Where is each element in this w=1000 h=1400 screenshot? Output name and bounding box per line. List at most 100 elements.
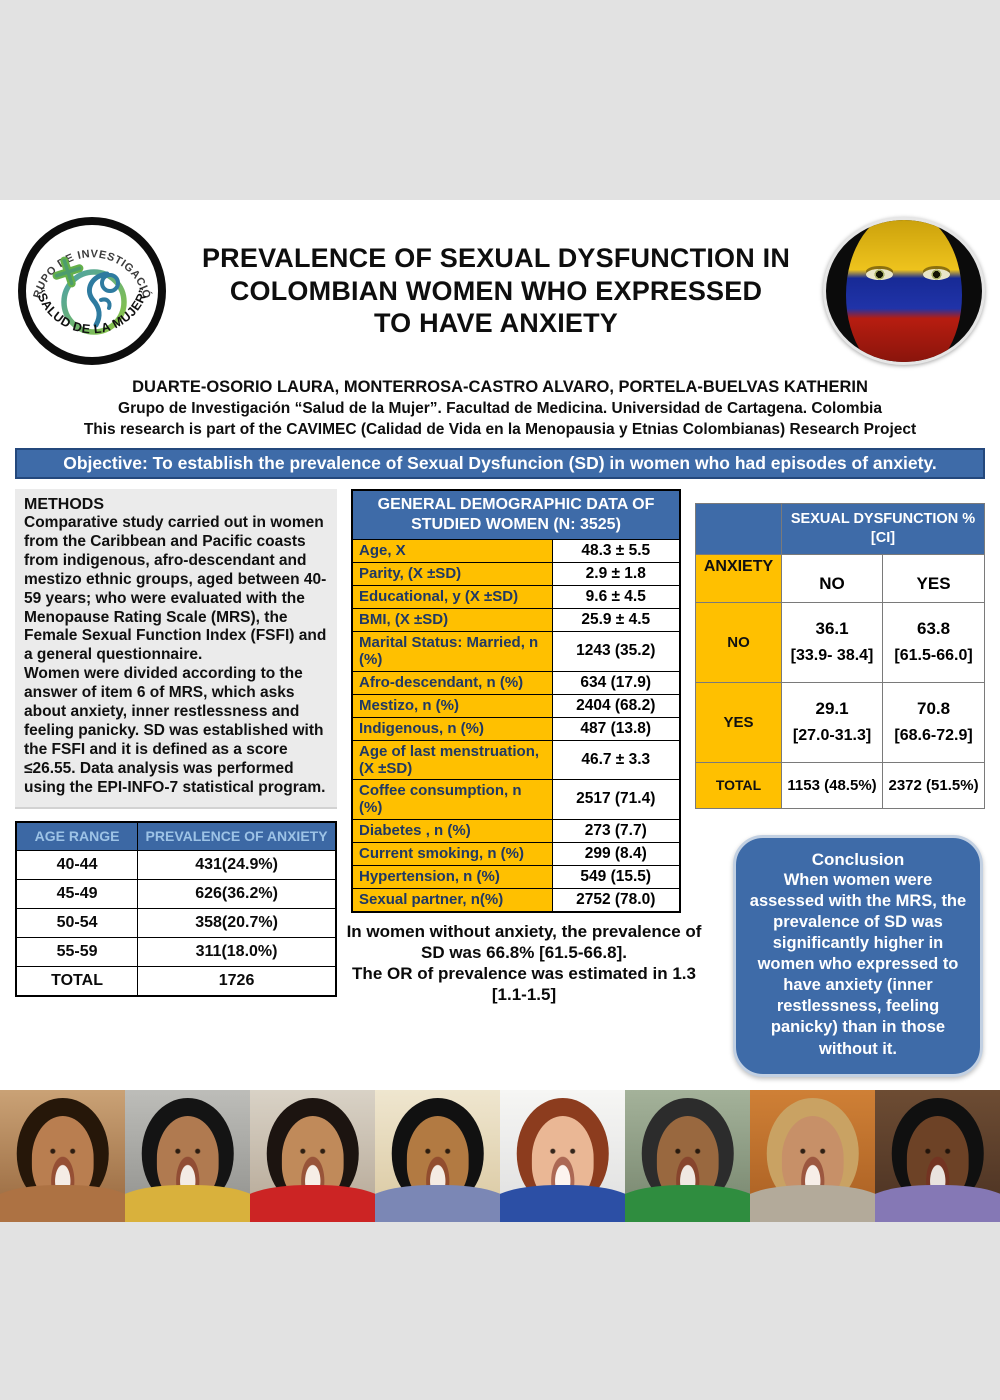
methods-paragraph-1: Comparative study carried out in women f… bbox=[24, 514, 327, 664]
demographic-label: Marital Status: Married, n (%) bbox=[351, 631, 553, 672]
title-line-1: PREVALENCE OF SEXUAL DYSFUNCTION IN bbox=[201, 243, 791, 274]
table-row: Current smoking, n (%) 299 (8.4) bbox=[351, 841, 681, 866]
table-row: Marital Status: Married, n (%) 1243 (35.2… bbox=[351, 631, 681, 672]
sd-ci: [61.5-66.0] bbox=[894, 647, 973, 665]
demographic-label: Diabetes , n (%) bbox=[351, 818, 553, 843]
demographic-label: Sexual partner, n(%) bbox=[351, 887, 553, 912]
prevalence-stats-text: In women without anxiety, the prevalence… bbox=[337, 921, 711, 1006]
photo-red-haired-woman-blue-shirt bbox=[500, 1090, 625, 1222]
project-line: This research is part of the CAVIMEC (Ca… bbox=[83, 421, 917, 438]
logo-ring bbox=[18, 217, 166, 365]
right-column: SEXUAL DYSFUNCTION % [CI] ANXIETY NO YES… bbox=[695, 489, 985, 1077]
table-row: 50-54 358(20.7%) bbox=[15, 908, 337, 939]
sd-value: 36.1 bbox=[815, 619, 849, 639]
prevalence-cell: 626(36.2%) bbox=[137, 879, 337, 910]
demographic-value: 1243 (35.2) bbox=[551, 631, 681, 672]
sd-value-cell: 36.1 [33.9- 38.4] bbox=[780, 601, 884, 683]
stats-line-1: In women without anxiety, the prevalence… bbox=[346, 921, 702, 962]
sd-ci: [68.6-72.9] bbox=[894, 727, 973, 745]
sd-corner-cell bbox=[695, 503, 782, 555]
authors-block: DUARTE-OSORIO LAURA, MONTERROSA-CASTRO A… bbox=[15, 378, 985, 439]
table-row: Age, X 48.3 ± 5.5 bbox=[351, 539, 681, 563]
demographic-value: 2.9 ± 1.8 bbox=[551, 562, 681, 586]
table-row: YES 29.1 [27.0-31.3] 70.8 [68.6-72.9] bbox=[695, 681, 985, 763]
sd-value-cell: 29.1 [27.0-31.3] bbox=[780, 681, 884, 763]
affiliation-line: Grupo de Investigación “Salud de la Muje… bbox=[118, 400, 882, 417]
demographic-value: 487 (13.8) bbox=[551, 716, 681, 741]
photo-indigenous-woman-face-paint bbox=[0, 1090, 125, 1222]
table-row: Indigenous, n (%) 487 (13.8) bbox=[351, 716, 681, 741]
conclusion-box: Conclusion When women were assessed with… bbox=[733, 834, 983, 1077]
demographic-value: 48.3 ± 5.5 bbox=[551, 539, 681, 563]
eye-left bbox=[866, 269, 893, 280]
demographic-label: Age of last menstruation, (X ±SD) bbox=[351, 739, 553, 780]
table-row: Coffee consumption, n (%) 2517 (71.4) bbox=[351, 779, 681, 820]
demographic-table-title: GENERAL DEMOGRAPHIC DATA OF STUDIED WOME… bbox=[351, 489, 681, 540]
age-range-header: AGE RANGE bbox=[15, 821, 139, 852]
sd-total-yes: 2372 (51.5%) bbox=[882, 761, 985, 809]
left-column: METHODS Comparative study carried out in… bbox=[15, 489, 337, 998]
research-group-logo: GRUPO DE INVESTIGACIÓN “SALUD DE LA MUJE… bbox=[12, 207, 169, 366]
women-photo-collage bbox=[0, 1090, 1000, 1222]
methods-text: Comparative study carried out in women f… bbox=[24, 514, 328, 798]
demographic-table: GENERAL DEMOGRAPHIC DATA OF STUDIED WOME… bbox=[351, 489, 681, 913]
sd-value: 70.8 bbox=[916, 699, 951, 719]
prevalence-cell: 1726 bbox=[137, 966, 337, 997]
demographic-label: Age, X bbox=[351, 539, 553, 563]
painted-face bbox=[846, 220, 962, 362]
age-range-cell: 50-54 bbox=[15, 908, 139, 939]
sd-total-label: TOTAL bbox=[695, 761, 782, 809]
sexual-dysfunction-table: SEXUAL DYSFUNCTION % [CI] ANXIETY NO YES… bbox=[695, 503, 985, 809]
objective-banner: Objective: To establish the prevalence o… bbox=[15, 448, 985, 479]
photo-woman-with-glasses bbox=[125, 1090, 250, 1222]
logo-graphic: GRUPO DE INVESTIGACIÓN “SALUD DE LA MUJE… bbox=[12, 207, 166, 365]
sd-ci: [33.9- 38.4] bbox=[790, 647, 874, 665]
photo-young-woman-plaid-top bbox=[375, 1090, 500, 1222]
demographic-label: Hypertension, n (%) bbox=[351, 864, 553, 889]
title-line-2: COLOMBIAN WOMEN WHO EXPRESSED bbox=[229, 275, 763, 306]
demographic-label: Mestizo, n (%) bbox=[351, 693, 553, 718]
colombia-flag-face-photo bbox=[823, 217, 985, 365]
demographic-value: 9.6 ± 4.5 bbox=[551, 585, 681, 609]
photo-older-indigenous-woman bbox=[625, 1090, 750, 1222]
methods-heading: METHODS bbox=[24, 496, 104, 513]
table-row: Afro-descendant, n (%) 634 (17.9) bbox=[351, 670, 681, 695]
sd-row-label: YES bbox=[695, 681, 782, 763]
age-range-cell: 45-49 bbox=[15, 879, 139, 910]
sd-total-row: TOTAL 1153 (48.5%) 2372 (51.5%) bbox=[695, 761, 985, 809]
table-row: 55-59 311(18.0%) bbox=[15, 937, 337, 968]
demographic-label: Educational, y (X ±SD) bbox=[351, 585, 553, 609]
table-row: TOTAL 1726 bbox=[15, 966, 337, 997]
table-row: Sexual partner, n(%) 2752 (78.0) bbox=[351, 887, 681, 912]
demographic-value: 2404 (68.2) bbox=[551, 693, 681, 718]
demographic-value: 273 (7.7) bbox=[551, 818, 681, 843]
demographic-label: BMI, (X ±SD) bbox=[351, 608, 553, 632]
photo-smiling-young-black-woman bbox=[875, 1090, 1000, 1222]
title-line-3: TO HAVE ANXIETY bbox=[373, 308, 619, 339]
demographic-value: 46.7 ± 3.3 bbox=[551, 739, 681, 780]
poster-content: GRUPO DE INVESTIGACIÓN “SALUD DE LA MUJE… bbox=[0, 200, 1000, 1090]
anxiety-label: ANXIETY bbox=[695, 553, 782, 603]
table-row: BMI, (X ±SD) 25.9 ± 4.5 bbox=[351, 608, 681, 632]
table-row: Mestizo, n (%) 2404 (68.2) bbox=[351, 693, 681, 718]
demographic-label: Coffee consumption, n (%) bbox=[351, 779, 553, 820]
prevalence-cell: 431(24.9%) bbox=[137, 850, 337, 881]
sd-total-no: 1153 (48.5%) bbox=[780, 761, 884, 809]
eye-right bbox=[923, 269, 950, 280]
age-table-header-row: AGE RANGE PREVALENCE OF ANXIETY bbox=[15, 821, 337, 852]
photo-older-woman-with-hat bbox=[750, 1090, 875, 1222]
sd-col-no: NO bbox=[780, 553, 884, 603]
table-row: Age of last menstruation, (X ±SD) 46.7 ± … bbox=[351, 739, 681, 780]
sd-colheader-row: ANXIETY NO YES bbox=[695, 553, 985, 603]
prevalence-header: PREVALENCE OF ANXIETY bbox=[137, 821, 337, 852]
demographic-value: 2517 (71.4) bbox=[551, 779, 681, 820]
demographic-value: 549 (15.5) bbox=[551, 864, 681, 889]
prevalence-cell: 311(18.0%) bbox=[137, 937, 337, 968]
conclusion-body: When women were assessed with the MRS, t… bbox=[749, 870, 967, 1058]
table-row: Parity, (X ±SD) 2.9 ± 1.8 bbox=[351, 562, 681, 586]
methods-section: METHODS Comparative study carried out in… bbox=[15, 489, 337, 809]
age-range-cell: TOTAL bbox=[15, 966, 139, 997]
demographic-label: Current smoking, n (%) bbox=[351, 841, 553, 866]
demographic-value: 2752 (78.0) bbox=[551, 887, 681, 912]
